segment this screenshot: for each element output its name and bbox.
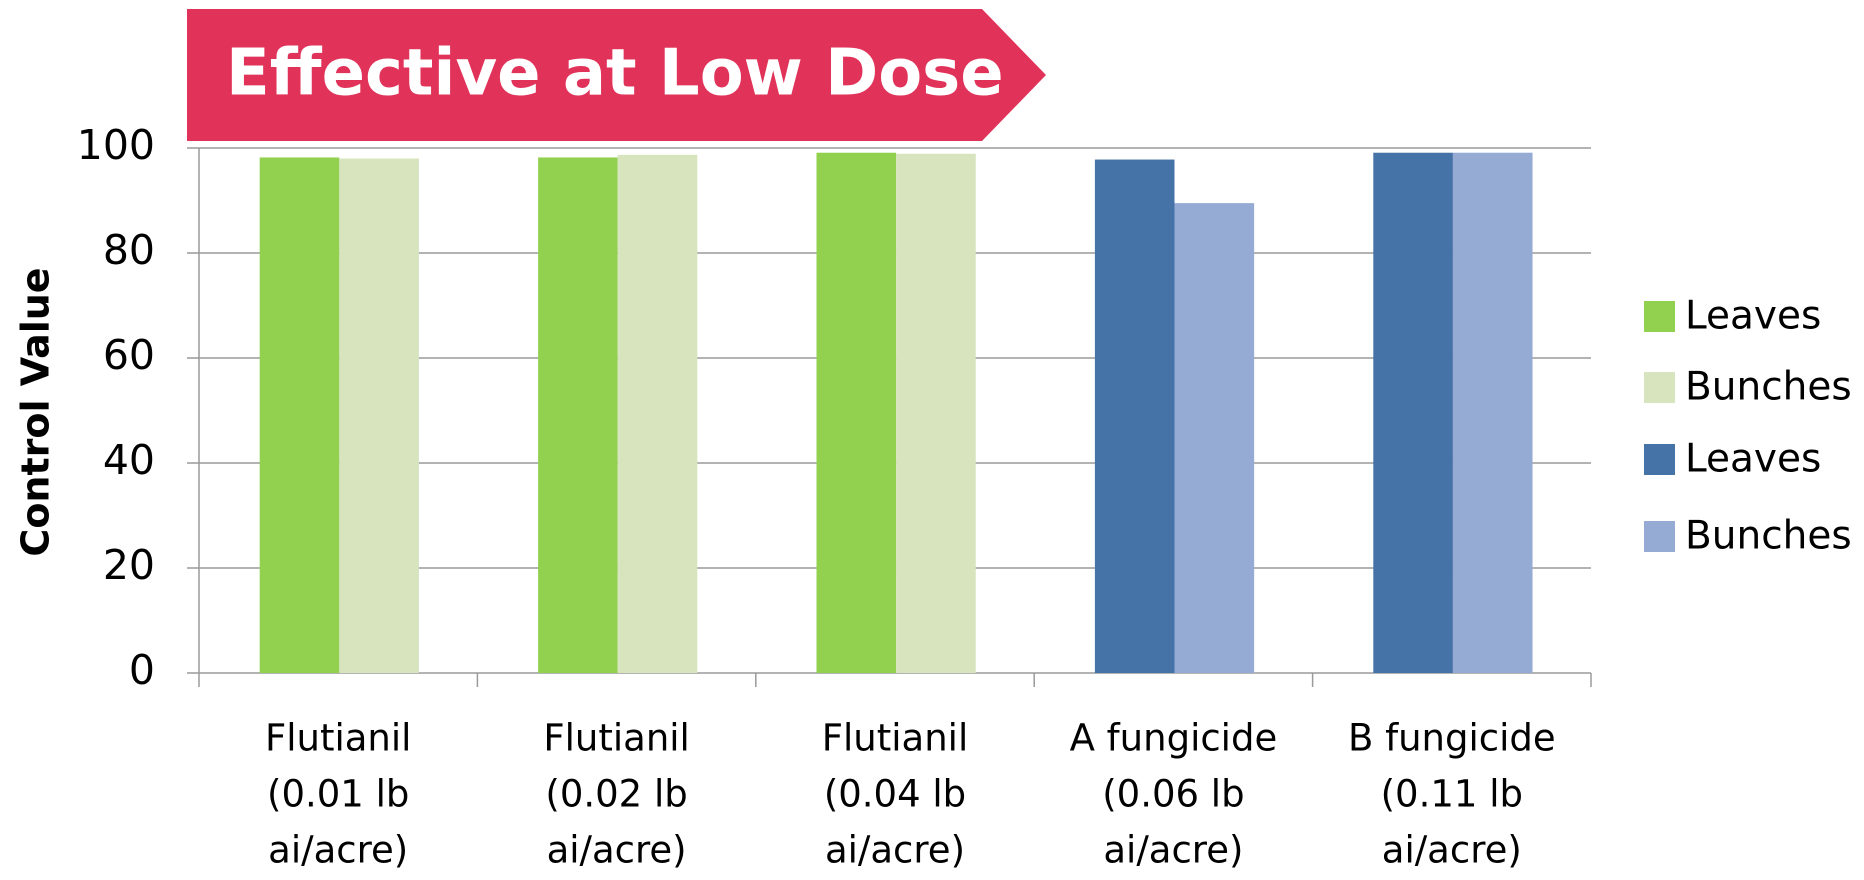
x-tick-label: ai/acre)	[547, 829, 687, 872]
legend-swatch	[1644, 301, 1675, 332]
y-tick-label: 0	[129, 646, 155, 694]
x-tick-label: A fungicide	[1070, 717, 1278, 760]
bar	[896, 153, 976, 673]
legend-label: Leaves	[1685, 437, 1821, 482]
x-tick-label: Flutianil	[543, 717, 689, 760]
legend-swatch	[1644, 444, 1675, 475]
y-tick-label: 80	[103, 226, 155, 274]
bar	[1373, 152, 1453, 674]
legend-label: Bunches	[1685, 514, 1852, 559]
x-tick-label: ai/acre)	[825, 829, 965, 872]
bar	[1174, 203, 1255, 673]
bar	[538, 157, 618, 673]
x-tick-label: ai/acre)	[1103, 829, 1243, 872]
legend-label: Leaves	[1685, 294, 1821, 339]
y-tick-label: 60	[103, 331, 155, 379]
y-axis-label: Control Value	[14, 267, 58, 556]
x-tick-label: Flutianil	[822, 717, 968, 760]
legend-swatch	[1644, 521, 1675, 552]
x-tick-label: (0.01 lb	[267, 773, 409, 816]
bar	[1452, 152, 1533, 674]
x-tick-label: B fungicide	[1348, 717, 1556, 760]
x-tick-label: (0.11 lb	[1381, 773, 1523, 816]
bar	[617, 154, 698, 673]
x-tick-label: ai/acre)	[1382, 829, 1522, 872]
bar	[339, 158, 419, 673]
bar	[259, 157, 340, 673]
legend-swatch	[1644, 372, 1675, 403]
y-tick-label: 100	[77, 121, 155, 169]
x-tick-label: (0.04 lb	[824, 773, 966, 816]
title-banner	[187, 9, 1046, 141]
x-tick-label: Flutianil	[265, 717, 411, 760]
bar	[1094, 159, 1175, 674]
bar	[816, 152, 897, 674]
legend-label: Bunches	[1685, 365, 1852, 410]
x-tick-label: ai/acre)	[268, 829, 408, 872]
y-tick-label: 40	[103, 436, 155, 484]
x-tick-label: (0.02 lb	[545, 773, 687, 816]
chart-title: Effective at Low Dose	[226, 37, 1004, 111]
y-tick-label: 20	[103, 541, 155, 589]
x-tick-label: (0.06 lb	[1102, 773, 1244, 816]
